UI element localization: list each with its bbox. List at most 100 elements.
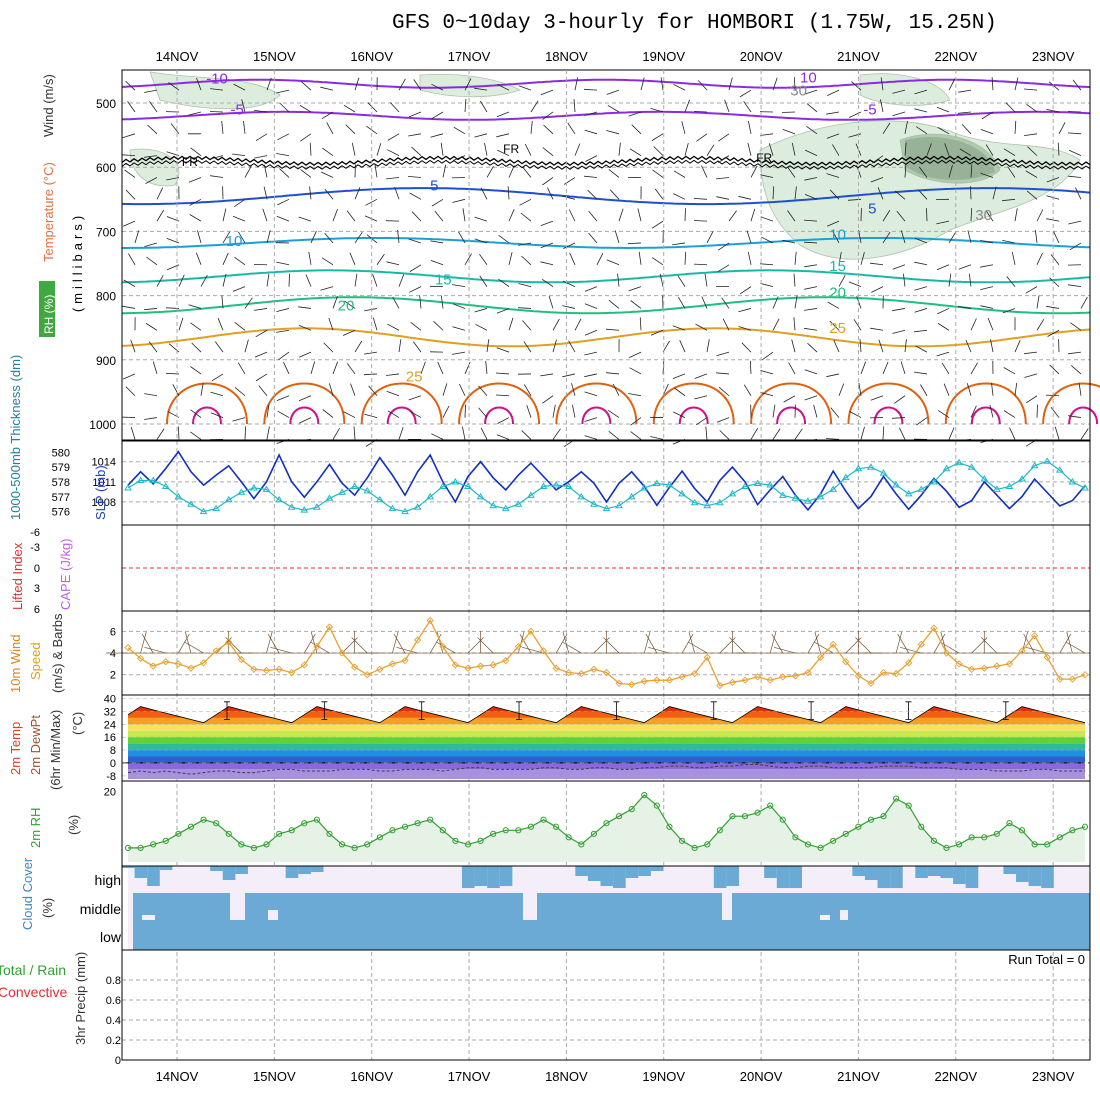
wind-barb [386, 177, 400, 180]
wind-barb [540, 242, 554, 249]
top-day-label: 15NOV [253, 49, 296, 64]
wind-barb [750, 165, 758, 178]
wind-barb [211, 373, 224, 382]
wind-barb [517, 307, 532, 309]
top-day-label: 21NOV [837, 49, 880, 64]
cloud-high-bar [1016, 866, 1029, 882]
wind-barb [827, 301, 840, 309]
wind10m-barb [351, 637, 368, 654]
cloud-high-bar [625, 866, 639, 878]
thickness-point [250, 483, 258, 491]
wind-barb [677, 275, 686, 287]
wind-barb [606, 130, 620, 135]
wind-label-a: 10m Wind [8, 634, 23, 693]
rh-point [515, 827, 522, 834]
rh-point [691, 844, 698, 852]
wind-barb [530, 120, 533, 134]
wind-barb [992, 186, 997, 200]
wind-barb [121, 154, 136, 157]
wind-barb [323, 342, 334, 353]
wind-barb [1075, 187, 1082, 200]
wind-barb [452, 155, 466, 161]
wind-barb [189, 214, 202, 222]
wind10m-barb [477, 637, 494, 654]
wind-barb [434, 210, 444, 222]
thickness-point [338, 488, 346, 495]
cloud-high-bar [1003, 866, 1017, 874]
rh-point [540, 816, 547, 823]
rh-point [905, 802, 912, 809]
wind-barb [343, 411, 356, 418]
wind-barb [693, 263, 708, 266]
wind-barb [1014, 340, 1021, 353]
wind-barb [936, 351, 950, 357]
wind-barb [760, 370, 774, 375]
wind-barb [966, 383, 972, 396]
top-day-label: 23NOV [1032, 49, 1075, 64]
wind-barb [639, 317, 642, 331]
cloud-high-bar [134, 866, 148, 878]
temp-ylabel-b: 2m DewPt [28, 715, 43, 775]
cloud-high-bar [927, 866, 941, 876]
wind-barb [387, 133, 400, 141]
wind-barb [718, 133, 730, 142]
wind-barb [552, 339, 557, 353]
wind-barb [279, 168, 290, 178]
thickness-point [627, 492, 636, 500]
wind-barb [870, 262, 884, 266]
thickness-point [489, 501, 498, 509]
cloud-high-bar [764, 866, 777, 878]
wind-barb [1014, 208, 1018, 222]
wind-barb [968, 273, 972, 287]
rh-point [490, 830, 497, 837]
wind-barb [1027, 146, 1038, 156]
wind-barb [630, 431, 642, 440]
wind-barb [462, 208, 466, 222]
wind-barb [650, 436, 664, 440]
cloud-gap [268, 910, 278, 920]
thickness-point [652, 479, 661, 486]
thickness-point [917, 485, 926, 492]
thickness-point [1043, 457, 1052, 464]
wind-barb [244, 339, 249, 353]
wind-speed-point [1043, 653, 1051, 662]
wind10m-barb [769, 631, 777, 654]
wind-speed-point [527, 627, 535, 635]
wind-speed-point [942, 649, 951, 657]
wind-barb [484, 142, 488, 156]
wind-barb [882, 231, 891, 244]
thickness-point [476, 492, 485, 500]
wind-speed-point [439, 642, 447, 651]
wind-barb [523, 341, 532, 353]
temp-band [128, 750, 1085, 757]
wind-barb [693, 198, 708, 200]
isotherm-30-arch [944, 382, 1027, 425]
thickness-point [237, 488, 246, 495]
wind-barb [694, 395, 708, 400]
wind-barb [704, 273, 708, 287]
wind-barb [392, 296, 400, 309]
wind-barb [673, 411, 686, 418]
minmax-marker [1002, 701, 1009, 720]
wind10m-barb [688, 641, 708, 654]
rh-point [666, 823, 673, 830]
rh-point [830, 837, 837, 844]
wind-barb [1070, 322, 1082, 331]
wind-barb [354, 273, 358, 287]
wind-barb [210, 175, 224, 178]
thickness-point [124, 483, 132, 491]
minmax-marker [905, 701, 912, 720]
isotherm-30-arch [263, 382, 346, 425]
wind-barb [342, 329, 356, 336]
wind-barb [144, 155, 158, 158]
wind-barb [324, 232, 334, 244]
rh-point [150, 841, 157, 848]
wind-barb [739, 286, 752, 295]
wind-barb [651, 133, 664, 141]
wind-barb [452, 284, 466, 288]
isotherm-15 [121, 269, 1091, 284]
wind-barb [728, 210, 737, 222]
wind-speed-point [565, 668, 573, 677]
thickness-point [275, 495, 283, 503]
